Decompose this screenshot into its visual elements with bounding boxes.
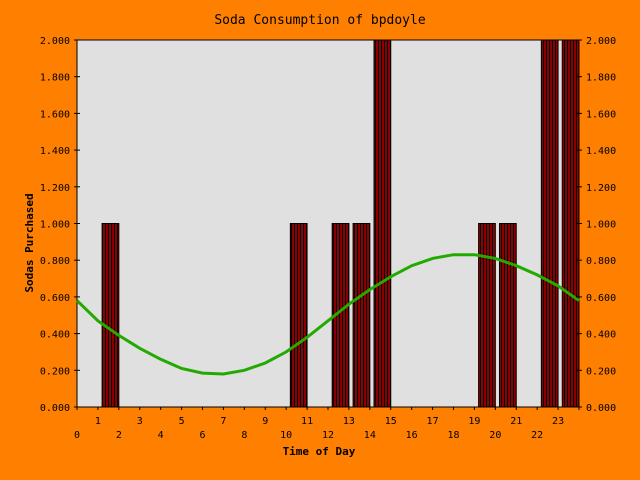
y-tick-label-right: 0.200: [586, 366, 616, 377]
axes: 0.000 0.000 0.200 0.200 0.400 0.400 0.600 0.600…: [40, 36, 616, 441]
x-tick-label: 15: [385, 416, 397, 427]
x-tick-label: 20: [489, 430, 501, 441]
x-tick-label: 19: [468, 416, 480, 427]
y-tick-label-right: 1.600: [586, 109, 616, 120]
y-tick-label-right: 2.000: [586, 36, 616, 47]
x-tick-label: 3: [137, 416, 143, 427]
y-tick-label-left: 2.000: [40, 36, 70, 47]
y-tick-label-right: 0.400: [586, 330, 616, 341]
y-tick-label-left: 0.600: [40, 293, 70, 304]
bar: [499, 223, 517, 408]
x-axis-label: Time of Day: [283, 445, 356, 458]
bar: [540, 39, 559, 408]
x-tick-label: 22: [531, 430, 543, 441]
x-tick-label: 11: [301, 416, 313, 427]
y-tick-label-left: 1.200: [40, 183, 70, 194]
y-tick-label-right: 1.400: [586, 146, 616, 157]
bar-layer: [101, 39, 580, 408]
y-tick-label-right: 1.000: [586, 220, 616, 231]
bar: [352, 223, 371, 408]
x-tick-label: 0: [74, 430, 80, 441]
x-tick-label: 10: [280, 430, 292, 441]
x-tick-label: 23: [552, 416, 564, 427]
bar: [478, 223, 496, 408]
y-tick-label-left: 1.600: [40, 109, 70, 120]
bar: [101, 223, 120, 408]
y-tick-label-right: 1.800: [586, 73, 616, 84]
x-tick-label: 13: [343, 416, 355, 427]
x-tick-label: 16: [406, 430, 418, 441]
y-tick-label-left: 1.000: [40, 220, 70, 231]
x-tick-label: 8: [241, 430, 247, 441]
y-tick-label-right: 1.200: [586, 183, 616, 194]
x-tick-label: 18: [447, 430, 459, 441]
x-tick-label: 21: [510, 416, 522, 427]
x-tick-label: 1: [95, 416, 101, 427]
y-tick-label-left: 0.400: [40, 330, 70, 341]
x-tick-label: 17: [427, 416, 439, 427]
y-tick-label-left: 1.400: [40, 146, 70, 157]
x-tick-label: 14: [364, 430, 376, 441]
x-tick-label: 5: [179, 416, 185, 427]
y-tick-label-right: 0.000: [586, 403, 616, 414]
y-tick-label-left: 0.800: [40, 256, 70, 267]
bar: [373, 39, 392, 408]
x-tick-label: 12: [322, 430, 334, 441]
bar: [289, 223, 308, 408]
x-tick-label: 6: [199, 430, 205, 441]
y-tick-label-right: 0.800: [586, 256, 616, 267]
y-tick-label-left: 1.800: [40, 73, 70, 84]
y-tick-label-left: 0.200: [40, 366, 70, 377]
x-tick-label: 7: [220, 416, 226, 427]
x-tick-label: 9: [262, 416, 268, 427]
chart-title: Soda Consumption of bpdoyle: [214, 13, 425, 28]
y-tick-label-right: 0.600: [586, 293, 616, 304]
trend-line-layer: [75, 253, 580, 376]
y-axis-label: Sodas Purchased: [23, 193, 36, 292]
y-tick-label-left: 0.000: [40, 403, 70, 414]
x-tick-label: 2: [116, 430, 122, 441]
trend-line: [75, 253, 580, 376]
x-tick-label: 4: [158, 430, 164, 441]
